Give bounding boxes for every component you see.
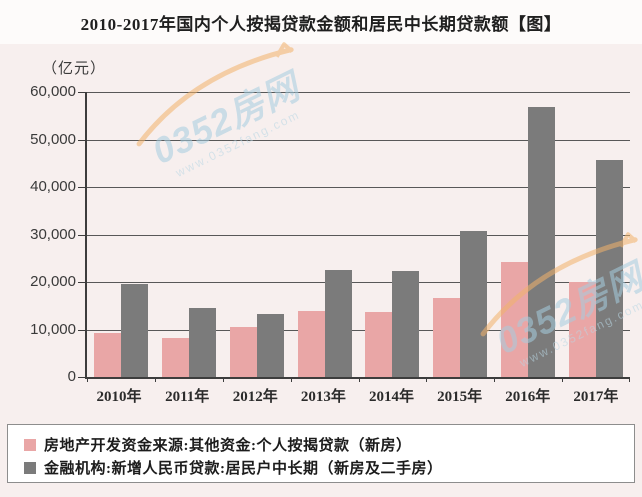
gridline [87, 282, 630, 284]
page-title: 2010-2017年国内个人按揭贷款金额和居民中长期贷款额【图】 [80, 14, 562, 34]
legend: 房地产开发资金来源:其他资金:个人按揭贷款（新房） 金融机构:新增人民币贷款:居民… [7, 424, 635, 483]
bar-group-2013年 [291, 92, 359, 377]
legend-item-mortgage-new-homes: 房地产开发资金来源:其他资金:个人按揭贷款（新房） [24, 433, 634, 456]
y-tick-mark [78, 234, 86, 236]
bar-household-mid-long-term-loans-2015年 [460, 230, 488, 377]
bar-mortgage-new-homes-2013年 [297, 310, 325, 377]
gridline [87, 187, 630, 189]
title-bar: 2010-2017年国内个人按揭贷款金额和居民中长期贷款额【图】 [0, 0, 642, 44]
bar-mortgage-new-homes-2014年 [365, 311, 393, 377]
legend-marker-icon [24, 461, 36, 474]
gridline [87, 329, 630, 331]
x-axis-label: 2011年 [165, 389, 210, 405]
x-tick-mark [154, 377, 156, 382]
y-tick-mark [78, 329, 86, 331]
gridline [87, 234, 630, 236]
bar-group-2015年 [426, 92, 494, 377]
y-tick-mark [78, 187, 86, 189]
y-tick-label: 10,000 [30, 320, 76, 338]
legend-marker-icon [24, 438, 36, 451]
bar-household-mid-long-term-loans-2017年 [596, 160, 624, 377]
x-tick-mark [358, 377, 360, 382]
x-tick-mark [222, 377, 224, 382]
y-tick-mark [78, 377, 86, 378]
legend-label: 金融机构:新增人民币贷款:居民户中长期（新房及二手房） [44, 461, 443, 477]
x-axis-label: 2017年 [573, 389, 619, 405]
x-axis-label: 2012年 [232, 389, 278, 405]
bar-mortgage-new-homes-2011年 [161, 338, 189, 377]
y-tick-label: 0 [67, 368, 76, 385]
bar-group-2014年 [359, 92, 427, 377]
y-tick-label: 20,000 [30, 273, 76, 291]
bar-mortgage-new-homes-2017年 [569, 282, 597, 377]
y-tick-mark [78, 139, 86, 141]
x-tick-mark [290, 377, 292, 382]
bar-group-2017年 [562, 92, 630, 377]
plot-area [78, 92, 630, 382]
gridline [87, 92, 630, 93]
y-axis-unit-label: （亿元） [42, 61, 107, 77]
bar-household-mid-long-term-loans-2013年 [324, 270, 352, 377]
legend-item-household-mid-long-term-loans: 金融机构:新增人民币贷款:居民户中长期（新房及二手房） [24, 456, 634, 479]
x-axis-label: 2016年 [505, 389, 551, 405]
x-tick-mark [562, 377, 564, 382]
bar-mortgage-new-homes-2015年 [433, 297, 461, 377]
bar-group-2010年 [87, 92, 155, 377]
bar-household-mid-long-term-loans-2014年 [392, 271, 420, 377]
y-tick-mark [78, 92, 86, 93]
bar-mortgage-new-homes-2012年 [229, 327, 257, 377]
bar-mortgage-new-homes-2010年 [93, 333, 121, 377]
x-axis-label: 2015年 [437, 389, 483, 405]
bar-household-mid-long-term-loans-2011年 [188, 308, 216, 377]
bar-groups [87, 92, 630, 377]
x-tick-mark [426, 377, 428, 382]
x-tick-mark [87, 377, 88, 382]
bar-household-mid-long-term-loans-2010年 [120, 284, 148, 377]
bar-mortgage-new-homes-2016年 [501, 261, 529, 377]
x-axis-label: 2010年 [96, 389, 142, 405]
y-tick-mark [78, 282, 86, 284]
bar-household-mid-long-term-loans-2016年 [528, 107, 556, 377]
y-tick-label: 40,000 [30, 178, 76, 196]
bar-group-2011年 [155, 92, 223, 377]
y-tick-label: 60,000 [30, 83, 76, 100]
bar-group-2012年 [223, 92, 291, 377]
bar-household-mid-long-term-loans-2012年 [256, 313, 284, 377]
legend-label: 房地产开发资金来源:其他资金:个人按揭贷款（新房） [44, 438, 412, 454]
gridline [87, 139, 630, 141]
x-tick-mark [494, 377, 496, 382]
y-tick-label: 50,000 [30, 130, 76, 148]
x-axis-labels: 2010年 2011年 2012年 2013年 2014年 2015年 2016年 2017年 [85, 385, 630, 406]
x-tick-mark [629, 377, 630, 382]
x-axis-label: 2014年 [369, 389, 415, 405]
y-axis-labels: 0 10,000 20,000 30,000 40,000 50,000 60,000 [0, 83, 76, 385]
bar-group-2016年 [494, 92, 562, 377]
y-tick-label: 30,000 [30, 225, 76, 243]
x-axis-label: 2013年 [300, 389, 346, 405]
